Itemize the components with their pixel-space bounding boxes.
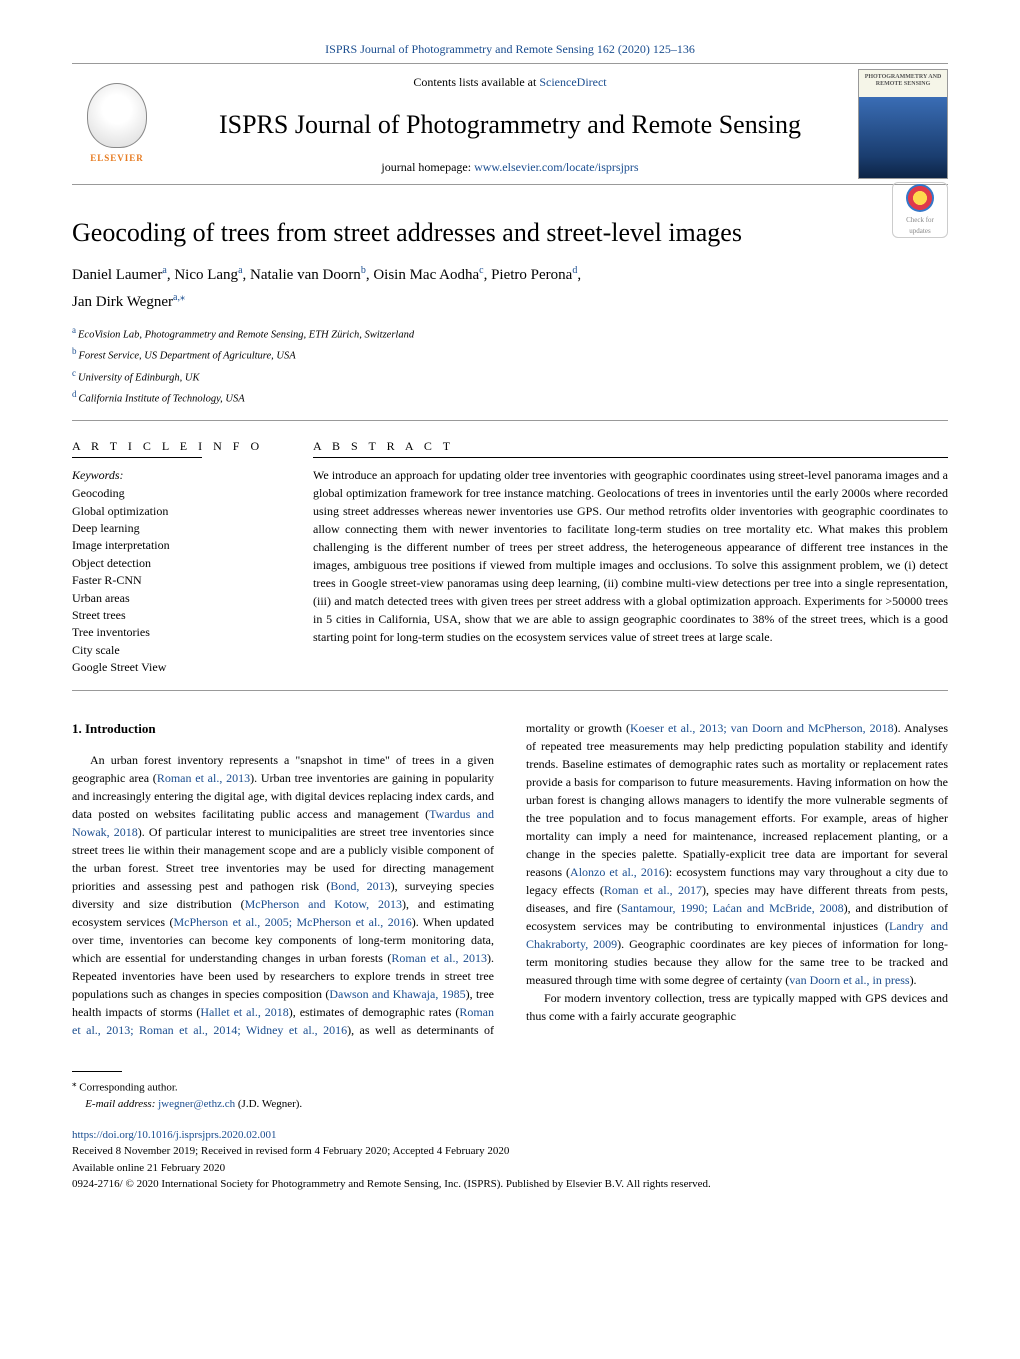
aff-d-sup: d bbox=[72, 389, 77, 399]
article-info-label: A R T I C L E I N F O bbox=[72, 437, 277, 455]
rule-below-header bbox=[72, 184, 948, 185]
keyword: Global optimization bbox=[72, 503, 277, 520]
author-1: Daniel Laumer bbox=[72, 267, 162, 283]
contents-prefix: Contents lists available at bbox=[413, 75, 539, 89]
ref-link[interactable]: Roman et al., 2013 bbox=[157, 771, 250, 785]
article-title: Geocoding of trees from street addresses… bbox=[72, 213, 948, 252]
author-6-corr[interactable]: ⁎ bbox=[180, 292, 185, 303]
ref-link[interactable]: Roman et al., 2017 bbox=[604, 883, 702, 897]
cover-label: PHOTOGRAMMETRY AND REMOTE SENSING bbox=[859, 72, 947, 89]
email-label: E-mail address: bbox=[85, 1098, 158, 1110]
author-3: Natalie van Doorn bbox=[250, 267, 361, 283]
keyword: Faster R-CNN bbox=[72, 572, 277, 589]
aff-a-sup: a bbox=[72, 325, 76, 335]
ref-link[interactable]: Dawson and Khawaja, 1985 bbox=[329, 987, 465, 1001]
crossmark-text2: updates bbox=[909, 226, 930, 237]
journal-cover-thumbnail: PHOTOGRAMMETRY AND REMOTE SENSING bbox=[858, 69, 948, 179]
text: ). Analyses of repeated tree measurement… bbox=[526, 721, 948, 879]
info-rule bbox=[72, 457, 202, 458]
abstract-label: A B S T R A C T bbox=[313, 437, 948, 455]
aff-c-sup: c bbox=[72, 368, 76, 378]
doi-link[interactable]: https://doi.org/10.1016/j.isprsjprs.2020… bbox=[72, 1129, 277, 1141]
body-text: 1. Introduction An urban forest inventor… bbox=[72, 719, 948, 1039]
abstract-rule bbox=[313, 457, 948, 458]
crossmark-icon bbox=[906, 184, 934, 212]
ref-link[interactable]: McPherson et al., 2005; McPherson et al.… bbox=[173, 915, 411, 929]
keyword: Street trees bbox=[72, 607, 277, 624]
author-4-aff[interactable]: c bbox=[479, 265, 483, 276]
aff-d: California Institute of Technology, USA bbox=[79, 393, 245, 404]
crossmark-badge[interactable]: Check for updates bbox=[892, 182, 948, 238]
aff-a: EcoVision Lab, Photogrammetry and Remote… bbox=[78, 330, 414, 341]
keyword: Google Street View bbox=[72, 659, 277, 676]
ref-link[interactable]: McPherson and Kotow, 2013 bbox=[245, 897, 402, 911]
info-abstract-row: A R T I C L E I N F O Keywords: Geocodin… bbox=[72, 437, 948, 676]
ref-link[interactable]: Hallet et al., 2018 bbox=[200, 1005, 288, 1019]
aff-c: University of Edinburgh, UK bbox=[78, 372, 200, 383]
abstract-text: We introduce an approach for updating ol… bbox=[313, 466, 948, 646]
aff-b: Forest Service, US Department of Agricul… bbox=[79, 351, 296, 362]
keyword: Image interpretation bbox=[72, 537, 277, 554]
author-5-aff[interactable]: d bbox=[572, 265, 577, 276]
rule-above-abstract bbox=[72, 420, 948, 421]
section-heading-intro: 1. Introduction bbox=[72, 719, 494, 739]
ref-link[interactable]: Bond, 2013 bbox=[330, 879, 390, 893]
available-line: Available online 21 February 2020 bbox=[72, 1160, 948, 1177]
author-5: Pietro Perona bbox=[491, 267, 572, 283]
keyword: Object detection bbox=[72, 555, 277, 572]
elsevier-logo: ELSEVIER bbox=[72, 74, 162, 174]
header-center: Contents lists available at ScienceDirec… bbox=[180, 73, 840, 176]
article-info-col: A R T I C L E I N F O Keywords: Geocodin… bbox=[72, 437, 277, 676]
keyword: City scale bbox=[72, 642, 277, 659]
contents-line: Contents lists available at ScienceDirec… bbox=[180, 73, 840, 91]
abstract-col: A B S T R A C T We introduce an approach… bbox=[313, 437, 948, 676]
keyword: Geocoding bbox=[72, 485, 277, 502]
intro-paragraph-2: For modern inventory collection, tress a… bbox=[526, 989, 948, 1025]
homepage-line: journal homepage: www.elsevier.com/locat… bbox=[180, 158, 840, 176]
affiliations: aEcoVision Lab, Photogrammetry and Remot… bbox=[72, 323, 948, 408]
aff-b-sup: b bbox=[72, 346, 77, 356]
author-6: Jan Dirk Wegner bbox=[72, 294, 173, 310]
author-2: Nico Lang bbox=[174, 267, 238, 283]
elsevier-tree-icon bbox=[87, 83, 147, 148]
keyword: Deep learning bbox=[72, 520, 277, 537]
authors-line: Daniel Laumera, Nico Langa, Natalie van … bbox=[72, 262, 948, 315]
author-6-aff[interactable]: a, bbox=[173, 292, 180, 303]
ref-link[interactable]: Koeser et al., 2013; van Doorn and McPhe… bbox=[630, 721, 894, 735]
homepage-prefix: journal homepage: bbox=[381, 160, 474, 174]
text: ), estimates of demographic rates ( bbox=[289, 1005, 460, 1019]
ref-link[interactable]: Alonzo et al., 2016 bbox=[570, 865, 665, 879]
citation-link[interactable]: ISPRS Journal of Photogrammetry and Remo… bbox=[325, 42, 695, 56]
homepage-link[interactable]: www.elsevier.com/locate/isprsjprs bbox=[474, 160, 639, 174]
crossmark-text1: Check for bbox=[906, 215, 934, 226]
journal-title: ISPRS Journal of Photogrammetry and Remo… bbox=[180, 105, 840, 144]
footnote-rule bbox=[72, 1071, 122, 1072]
ref-link[interactable]: van Doorn et al., in press bbox=[789, 973, 909, 987]
copyright-line: 0924-2716/ © 2020 International Society … bbox=[72, 1176, 948, 1193]
ref-link[interactable]: Roman et al., 2013 bbox=[391, 951, 487, 965]
journal-header: ELSEVIER Contents lists available at Sci… bbox=[72, 69, 948, 179]
sciencedirect-link[interactable]: ScienceDirect bbox=[539, 75, 606, 89]
rule-top bbox=[72, 63, 948, 64]
keyword: Urban areas bbox=[72, 590, 277, 607]
keywords-list: Geocoding Global optimization Deep learn… bbox=[72, 485, 277, 676]
received-line: Received 8 November 2019; Received in re… bbox=[72, 1143, 948, 1160]
rule-below-abstract bbox=[72, 690, 948, 691]
keyword: Tree inventories bbox=[72, 624, 277, 641]
email-suffix: (J.D. Wegner). bbox=[235, 1098, 302, 1110]
email-link[interactable]: jwegner@ethz.ch bbox=[158, 1098, 235, 1110]
author-1-aff[interactable]: a bbox=[162, 265, 166, 276]
corr-text: Corresponding author. bbox=[77, 1082, 178, 1094]
footnotes: ⁎ Corresponding author. E-mail address: … bbox=[72, 1071, 948, 1113]
keywords-label: Keywords: bbox=[72, 466, 277, 484]
doi-block: https://doi.org/10.1016/j.isprsjprs.2020… bbox=[72, 1127, 948, 1193]
author-3-aff[interactable]: b bbox=[361, 265, 366, 276]
text: ). bbox=[910, 973, 917, 987]
ref-link[interactable]: Santamour, 1990; Laćan and McBride, 2008 bbox=[621, 901, 844, 915]
author-4: Oisin Mac Aodha bbox=[373, 267, 479, 283]
author-2-aff[interactable]: a bbox=[238, 265, 242, 276]
elsevier-label: ELSEVIER bbox=[90, 152, 144, 166]
running-head: ISPRS Journal of Photogrammetry and Remo… bbox=[72, 40, 948, 58]
